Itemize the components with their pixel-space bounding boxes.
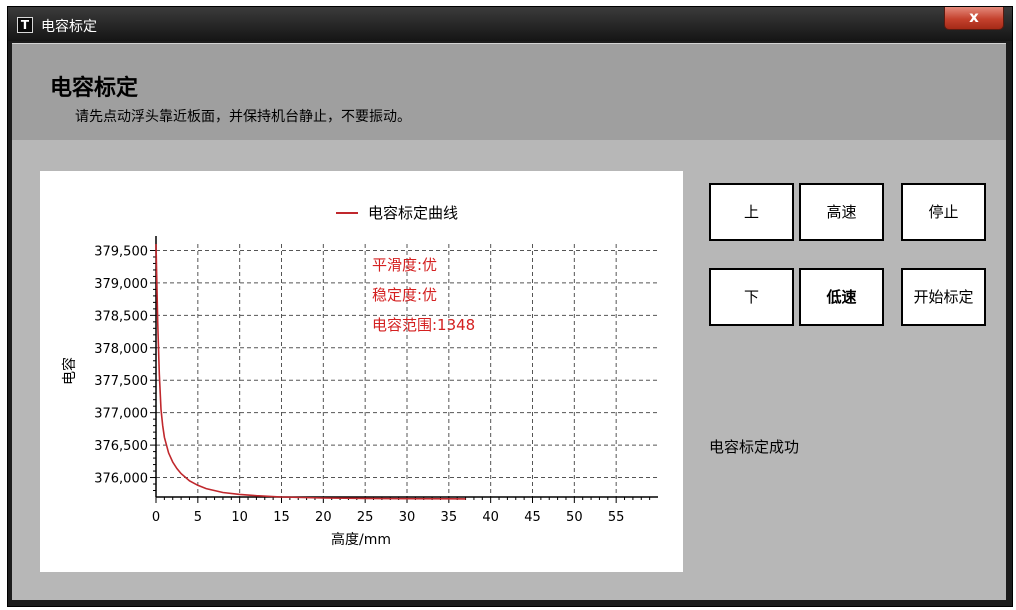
down-button[interactable]: 下 — [709, 268, 794, 326]
status-message: 电容标定成功 — [709, 438, 800, 456]
chart-annotation: 电容范围:1348 — [372, 316, 475, 334]
up-button[interactable]: 上 — [709, 183, 794, 241]
x-tick-label: 15 — [273, 510, 290, 525]
x-tick-label: 45 — [524, 510, 541, 525]
y-tick-label: 377,500 — [94, 374, 148, 389]
y-tick-label: 378,500 — [94, 309, 148, 324]
y-tick-label: 377,000 — [94, 407, 148, 422]
y-tick-label: 376,500 — [94, 439, 148, 454]
y-tick-label: 378,000 — [94, 342, 148, 357]
x-tick-label: 40 — [482, 510, 499, 525]
calibration-chart: 0 5 10 15 20 25 30 35 40 45 50 55 376,000 376,500 377,… — [61, 204, 658, 548]
x-tick-label: 50 — [566, 510, 583, 525]
x-tick-label: 35 — [441, 510, 458, 525]
app-icon: T — [17, 17, 33, 33]
x-tick-label: 20 — [315, 510, 332, 525]
legend-label: 电容标定曲线 — [368, 204, 458, 222]
start-calibration-button[interactable]: 开始标定 — [901, 268, 986, 326]
client-area: 电容标定 请先点动浮头靠近板面，并保持机台静止，不要振动。 0 5 10 15 20 25… — [12, 43, 1006, 600]
page-subtitle: 请先点动浮头靠近板面，并保持机台静止，不要振动。 — [75, 109, 411, 125]
x-tick-label: 10 — [231, 510, 248, 525]
y-axis-label: 电容 — [61, 357, 78, 385]
x-tick-label: 0 — [152, 510, 160, 525]
header-panel: 电容标定 请先点动浮头靠近板面，并保持机台静止，不要振动。 — [12, 43, 1006, 140]
x-axis-label: 高度/mm — [331, 531, 391, 548]
slow-speed-button[interactable]: 低速 — [799, 268, 884, 326]
window-title: 电容标定 — [41, 19, 97, 35]
chart-annotation: 平滑度:优 — [372, 256, 437, 274]
title-bar[interactable]: T 电容标定 x — [8, 7, 1012, 41]
x-tick-label: 25 — [357, 510, 374, 525]
x-tick-label: 30 — [399, 510, 416, 525]
chart-annotation: 稳定度:优 — [372, 286, 437, 304]
y-tick-label: 379,500 — [94, 244, 148, 259]
x-tick-label: 55 — [608, 510, 625, 525]
chart-panel: 0 5 10 15 20 25 30 35 40 45 50 55 376,000 376,500 377,… — [40, 171, 683, 572]
page-title: 电容标定 — [50, 76, 139, 101]
x-tick-label: 5 — [194, 510, 202, 525]
fast-speed-button[interactable]: 高速 — [799, 183, 884, 241]
y-tick-label: 376,000 — [94, 472, 148, 487]
stop-button[interactable]: 停止 — [901, 183, 986, 241]
close-button[interactable]: x — [944, 7, 1004, 30]
y-tick-label: 379,000 — [94, 277, 148, 292]
calibration-window: T 电容标定 x 电容标定 请先点动浮头靠近板面，并保持机台静止，不要振动。 0… — [7, 6, 1013, 607]
series-line — [155, 243, 466, 500]
